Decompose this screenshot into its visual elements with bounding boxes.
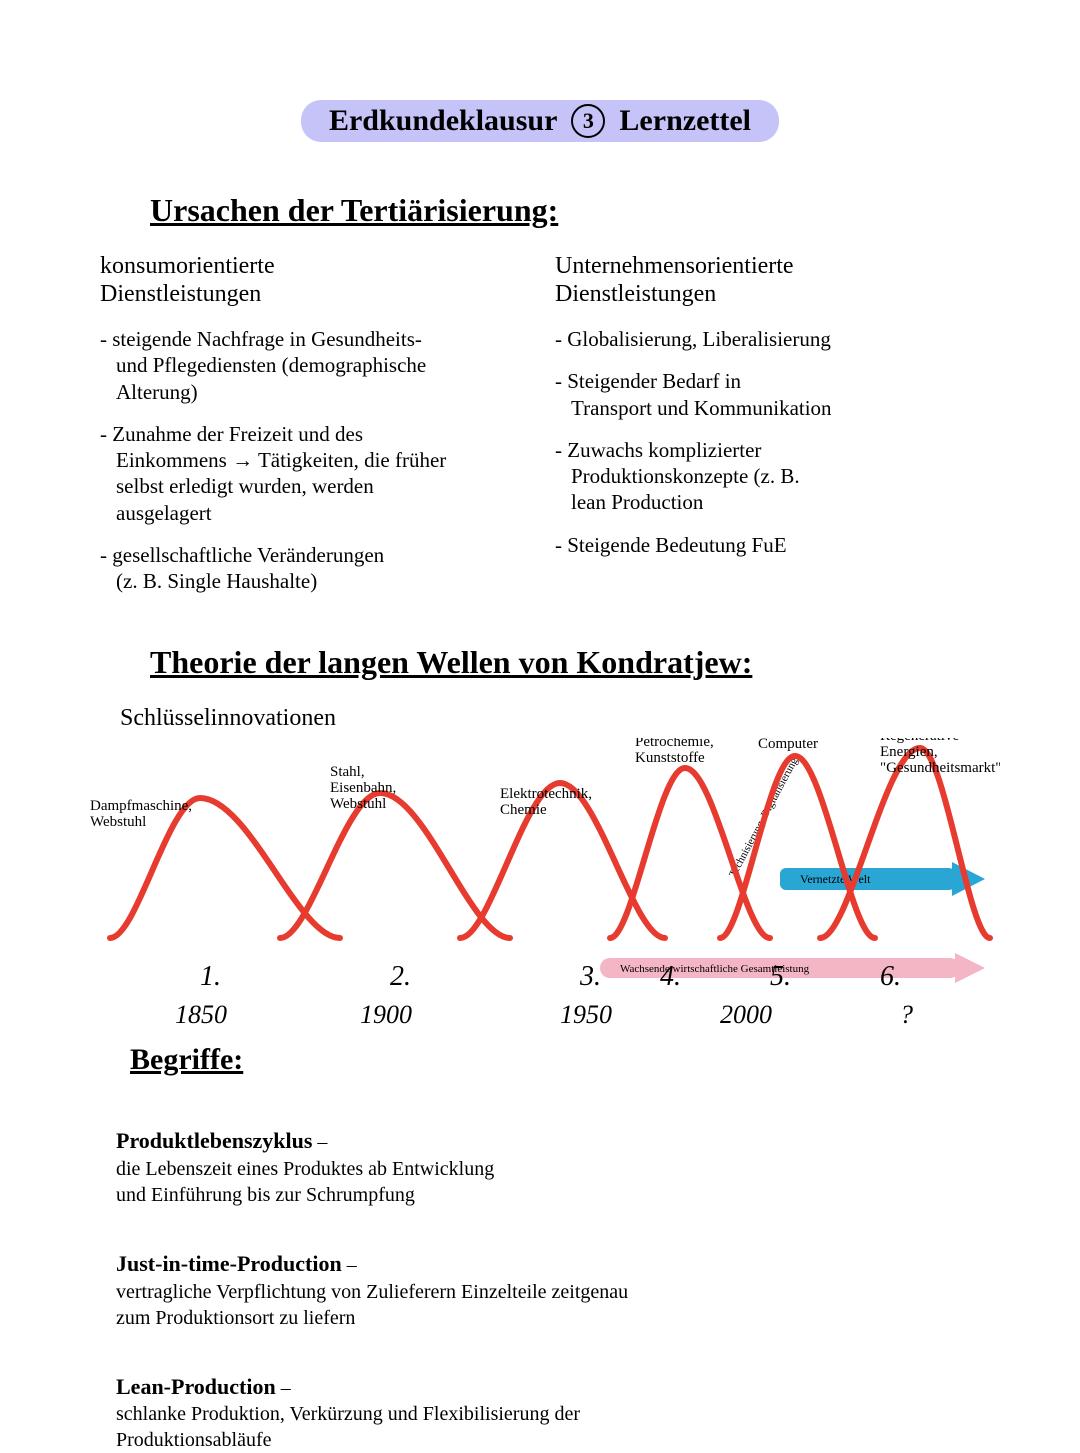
col-business: Unternehmensorientierte Dienstleistungen…: [555, 253, 980, 610]
list-item: Steigende Bedeutung FuE: [555, 532, 980, 558]
svg-text:1850: 1850: [175, 1000, 227, 1029]
col-consumer-list: steigende Nachfrage in Gesundheits- und …: [100, 326, 525, 594]
svg-text:5.: 5.: [770, 961, 791, 992]
svg-text:Vernetzte Welt: Vernetzte Welt: [800, 872, 871, 886]
list-item: Steigender Bedarf in Transport und Kommu…: [555, 368, 980, 421]
svg-text:1900: 1900: [360, 1000, 412, 1029]
svg-text:?: ?: [900, 1000, 913, 1029]
causes-columns: konsumorientierte Dienstleistungen steig…: [100, 253, 980, 610]
page-title: Erdkundeklausur 3 Lernzettel: [80, 100, 1000, 142]
title-highlight: Erdkundeklausur 3 Lernzettel: [301, 100, 779, 142]
definition: Just-in-time-Production – vertragliche V…: [100, 1224, 980, 1331]
svg-text:1950: 1950: [560, 1000, 612, 1029]
kondratjew-diagram: Wachsende wirtschaftliche Gesamtleistung…: [80, 738, 1000, 1043]
definitions: Produktlebenszyklus – die Lebenszeit ein…: [80, 1101, 1000, 1453]
term: Lean-Production: [116, 1374, 276, 1399]
term: Produktlebenszyklus: [116, 1128, 312, 1153]
svg-text:4.: 4.: [660, 961, 681, 992]
svg-text:Biotechnologie,RegenerativeEne: Biotechnologie,RegenerativeEnergien,"Ges…: [880, 738, 1000, 776]
col-consumer-header: konsumorientierte Dienstleistungen: [100, 253, 525, 308]
list-item: steigende Nachfrage in Gesundheits- und …: [100, 326, 525, 405]
svg-text:Stahl,Eisenbahn,Webstuhl: Stahl,Eisenbahn,Webstuhl: [330, 764, 396, 812]
svg-text:Automobil,Petrochemie,Kunststo: Automobil,Petrochemie,Kunststoffe: [635, 738, 714, 766]
list-item: Zunahme der Freizeit und des Einkommens …: [100, 421, 525, 526]
term-text: vertragliche Verpflichtung von Zuliefere…: [116, 1281, 628, 1329]
col-business-list: Globalisierung, Liberalisierung Steigend…: [555, 326, 980, 558]
svg-text:6.: 6.: [880, 961, 901, 992]
svg-text:Internet/Computer: Internet/Computer: [758, 738, 818, 752]
svg-text:2000: 2000: [720, 1000, 772, 1029]
heading-waves: Theorie der langen Wellen von Kondratjew…: [150, 644, 1000, 681]
term-text: schlanke Produktion, Verkürzung und Flex…: [116, 1403, 580, 1451]
definition: Produktlebenszyklus – die Lebenszeit ein…: [100, 1101, 980, 1208]
heading-begriffe: Begriffe:: [130, 1043, 1000, 1077]
svg-text:1.: 1.: [200, 961, 221, 992]
col-consumer: konsumorientierte Dienstleistungen steig…: [100, 253, 525, 610]
svg-text:2.: 2.: [390, 961, 411, 992]
term-text: die Lebenszeit eines Produktes ab Entwic…: [116, 1158, 494, 1206]
list-item: gesellschaftliche Veränderungen (z. B. S…: [100, 542, 525, 595]
section-waves: Theorie der langen Wellen von Kondratjew…: [80, 644, 1000, 1043]
title-left: Erdkundeklausur: [329, 104, 557, 138]
term: Just-in-time-Production: [116, 1251, 342, 1276]
list-item: Zuwachs komplizierter Produktionskonzept…: [555, 437, 980, 516]
svg-text:Elektrotechnik,Chemie: Elektrotechnik,Chemie: [500, 786, 592, 818]
diagram-subtitle: Schlüsselinnovationen: [120, 705, 1000, 732]
title-number: 3: [571, 104, 605, 138]
list-item: Globalisierung, Liberalisierung: [555, 326, 980, 352]
definition: Lean-Production – schlanke Produktion, V…: [100, 1347, 980, 1453]
title-right: Lernzettel: [619, 104, 751, 138]
svg-text:3.: 3.: [579, 961, 601, 992]
col-business-header: Unternehmensorientierte Dienstleistungen: [555, 253, 980, 308]
heading-causes: Ursachen der Tertiärisierung:: [150, 192, 1000, 229]
